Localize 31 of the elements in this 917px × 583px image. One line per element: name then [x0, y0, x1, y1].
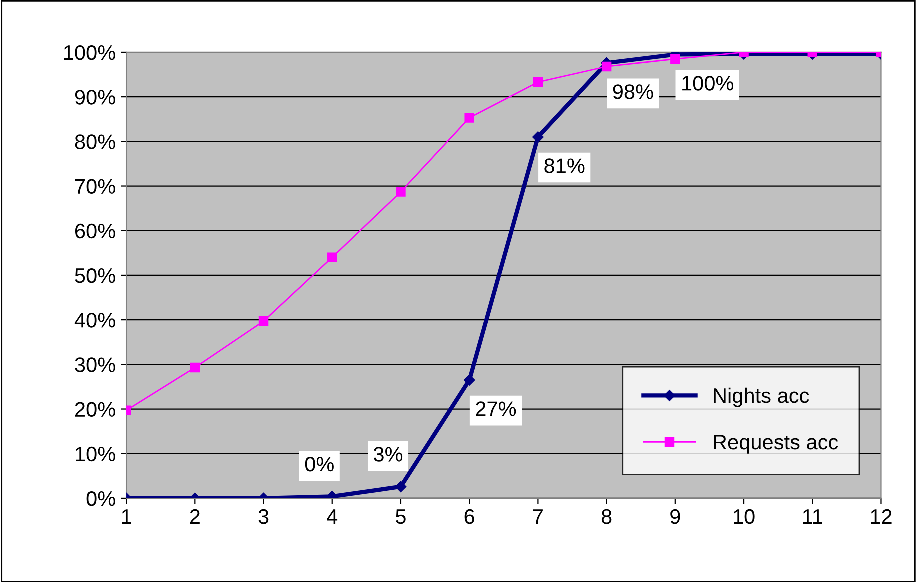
legend-label: Nights acc [714, 388, 810, 408]
x-tick-label: 10 [734, 509, 755, 524]
x-tick-label: 6 [464, 509, 474, 524]
y-tick-label: 70% [76, 179, 116, 194]
x-tick-label: 11 [803, 510, 822, 524]
data-label: 0% [305, 456, 334, 472]
x-tick-label: 3 [258, 509, 269, 524]
y-tick-label: 90% [75, 90, 116, 105]
x-tick-label: 2 [190, 509, 200, 524]
y-tick-label: 50% [75, 268, 116, 284]
x-tick-label: 5 [396, 510, 406, 524]
x-tick-label: 7 [533, 510, 543, 524]
x-tick-label: 4 [327, 510, 338, 524]
data-label: 27% [476, 402, 516, 416]
y-tick-label: 40% [74, 313, 116, 328]
y-tick-label: 60% [75, 224, 116, 239]
y-tick-label: 80% [75, 134, 116, 150]
x-tick-label: 8 [602, 509, 612, 524]
x-tick-label: 1 [122, 510, 132, 524]
data-label: 98% [613, 84, 654, 100]
y-tick-label: 0% [86, 491, 116, 506]
data-label: 81% [544, 158, 585, 174]
data-label: 100% [682, 76, 734, 91]
x-tick-label: 12 [871, 509, 892, 524]
legend-label: Requests acc [714, 435, 838, 454]
y-tick-label: 20% [75, 402, 116, 418]
y-tick-label: 100% [64, 45, 116, 60]
y-tick-label: 30% [75, 358, 116, 372]
y-tick-label: 10% [76, 446, 116, 462]
data-label: 3% [374, 447, 403, 462]
x-tick-label: 9 [670, 509, 680, 524]
